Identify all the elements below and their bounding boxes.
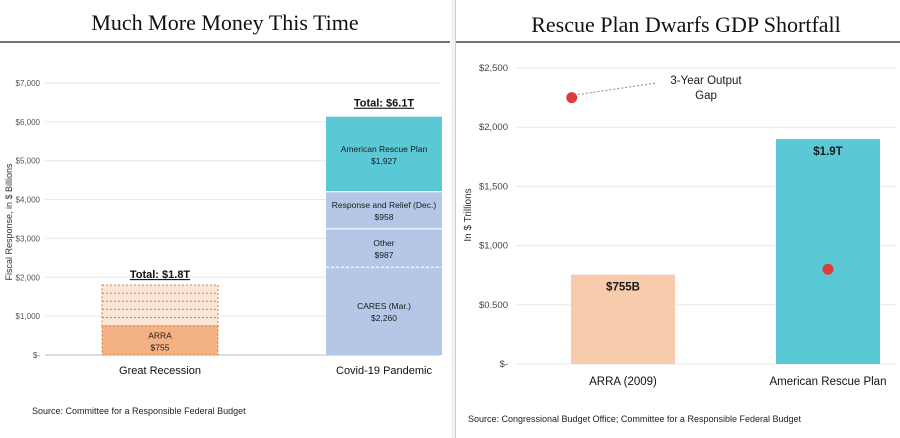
segment-name-label: Response and Relief (Dec.): [332, 200, 437, 210]
panel-divider: [451, 0, 455, 438]
right-y-axis-label: In $ Trillions: [463, 188, 474, 241]
segment-name-label: American Rescue Plan: [341, 144, 428, 154]
right-x-category-label: American Rescue Plan: [770, 376, 887, 388]
bar-value-label: $755B: [606, 282, 640, 294]
bar-value-label: $1.9T: [813, 146, 842, 158]
left-y-tick-label: $5,000: [16, 157, 41, 166]
bar-american-rescue-plan: [776, 139, 880, 364]
segment-value-label: $2,260: [371, 313, 397, 323]
annotation-leader-line: [577, 82, 657, 96]
left-y-axis-label: Fiscal Response, in $ Billions: [4, 163, 14, 281]
bar-arra: [101, 325, 219, 356]
right-y-tick-label: $2,500: [479, 63, 508, 74]
segment-value-label: $1,927: [371, 156, 397, 166]
segment-value-label: $958: [375, 212, 394, 222]
left-chart-svg: Much More Money This Time Fiscal Respons…: [0, 10, 450, 416]
segment-name-label: Other: [373, 238, 394, 248]
left-y-tick-label: $7,000: [16, 79, 41, 88]
segment-name-label: ARRA: [148, 330, 172, 340]
bar-covid-segment-4: [326, 116, 442, 192]
segment-value-label: $755: [151, 342, 170, 352]
left-y-tick-label: $6,000: [16, 118, 41, 127]
right-y-tick-label: $2,000: [479, 122, 508, 133]
right-y-tick-label: $1,500: [479, 181, 508, 192]
annotation-output-gap-line2: Gap: [695, 90, 717, 102]
right-chart-svg: Rescue Plan Dwarfs GDP Shortfall In $ Tr…: [456, 12, 900, 424]
left-chart-panel: Much More Money This Time Fiscal Respons…: [0, 10, 450, 416]
segment-name-label: CARES (Mar.): [357, 301, 411, 311]
left-x-category-label: Great Recession: [119, 365, 201, 377]
left-chart-title: Much More Money This Time: [91, 10, 358, 35]
bar-great-recession-other: [101, 284, 219, 327]
output-gap-point: [822, 263, 834, 275]
right-x-category-label: ARRA (2009): [589, 376, 657, 388]
right-y-tick-label: $-: [500, 359, 508, 370]
segment-value-label: $987: [375, 250, 394, 260]
total-label-great-recession: Total: $1.8T: [130, 269, 191, 281]
left-y-tick-label: $1,000: [16, 312, 41, 321]
left-y-tick-label: $4,000: [16, 196, 41, 205]
left-y-tick-label: $2,000: [16, 273, 41, 282]
bar-arra-2009: [571, 274, 675, 364]
bar-covid-segment-3: [326, 191, 442, 229]
left-y-tick-label: $3,000: [16, 234, 41, 243]
right-chart-title: Rescue Plan Dwarfs GDP Shortfall: [531, 12, 841, 37]
annotation-output-gap-line1: 3-Year Output: [670, 75, 742, 87]
bar-covid-segment-1: [326, 267, 442, 355]
output-gap-point: [566, 92, 578, 104]
right-y-tick-label: $0.500: [479, 300, 508, 311]
left-x-category-label: Covid-19 Pandemic: [336, 365, 432, 377]
left-y-tick-label: $-: [33, 351, 40, 360]
right-y-tick-label: $1,000: [479, 241, 508, 252]
right-chart-panel: Rescue Plan Dwarfs GDP Shortfall In $ Tr…: [455, 0, 900, 438]
total-label-covid: Total: $6.1T: [354, 98, 415, 110]
right-source-note: Source: Congressional Budget Office; Com…: [468, 414, 802, 424]
left-source-note: Source: Committee for a Responsible Fede…: [32, 406, 246, 416]
bar-covid-segment-2: [326, 228, 442, 268]
